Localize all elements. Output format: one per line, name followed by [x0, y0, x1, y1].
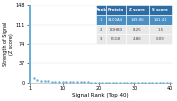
Point: [65, 81, 68, 83]
Point: [68, 81, 71, 83]
Point: [36, 79, 39, 81]
Point: [72, 82, 75, 83]
Point: [169, 82, 172, 83]
Point: [140, 82, 143, 83]
Point: [126, 82, 129, 83]
Point: [76, 82, 78, 83]
Point: [104, 82, 107, 83]
Point: [47, 80, 50, 82]
Point: [83, 82, 85, 83]
Point: [119, 82, 121, 83]
Point: [122, 82, 125, 83]
Point: [158, 82, 161, 83]
Point: [108, 82, 111, 83]
Point: [115, 82, 118, 83]
Point: [43, 80, 46, 82]
Point: [101, 82, 104, 83]
X-axis label: Signal Rank (Top 40): Signal Rank (Top 40): [72, 93, 129, 98]
Y-axis label: Strength of Signal
(Z score): Strength of Signal (Z score): [4, 22, 14, 66]
Point: [137, 82, 139, 83]
Point: [32, 78, 35, 79]
Point: [151, 82, 154, 83]
Point: [79, 82, 82, 83]
Point: [54, 81, 57, 83]
Point: [58, 81, 60, 83]
Point: [93, 82, 96, 83]
Point: [61, 81, 64, 83]
Point: [155, 82, 157, 83]
Point: [86, 82, 89, 83]
Point: [97, 82, 100, 83]
Point: [50, 81, 53, 82]
Point: [90, 82, 93, 83]
Point: [147, 82, 150, 83]
Point: [144, 82, 147, 83]
Bar: [29, 5, 31, 83]
Point: [129, 82, 132, 83]
Point: [40, 80, 42, 82]
Point: [112, 82, 114, 83]
Point: [165, 82, 168, 83]
Point: [133, 82, 136, 83]
Point: [162, 82, 165, 83]
